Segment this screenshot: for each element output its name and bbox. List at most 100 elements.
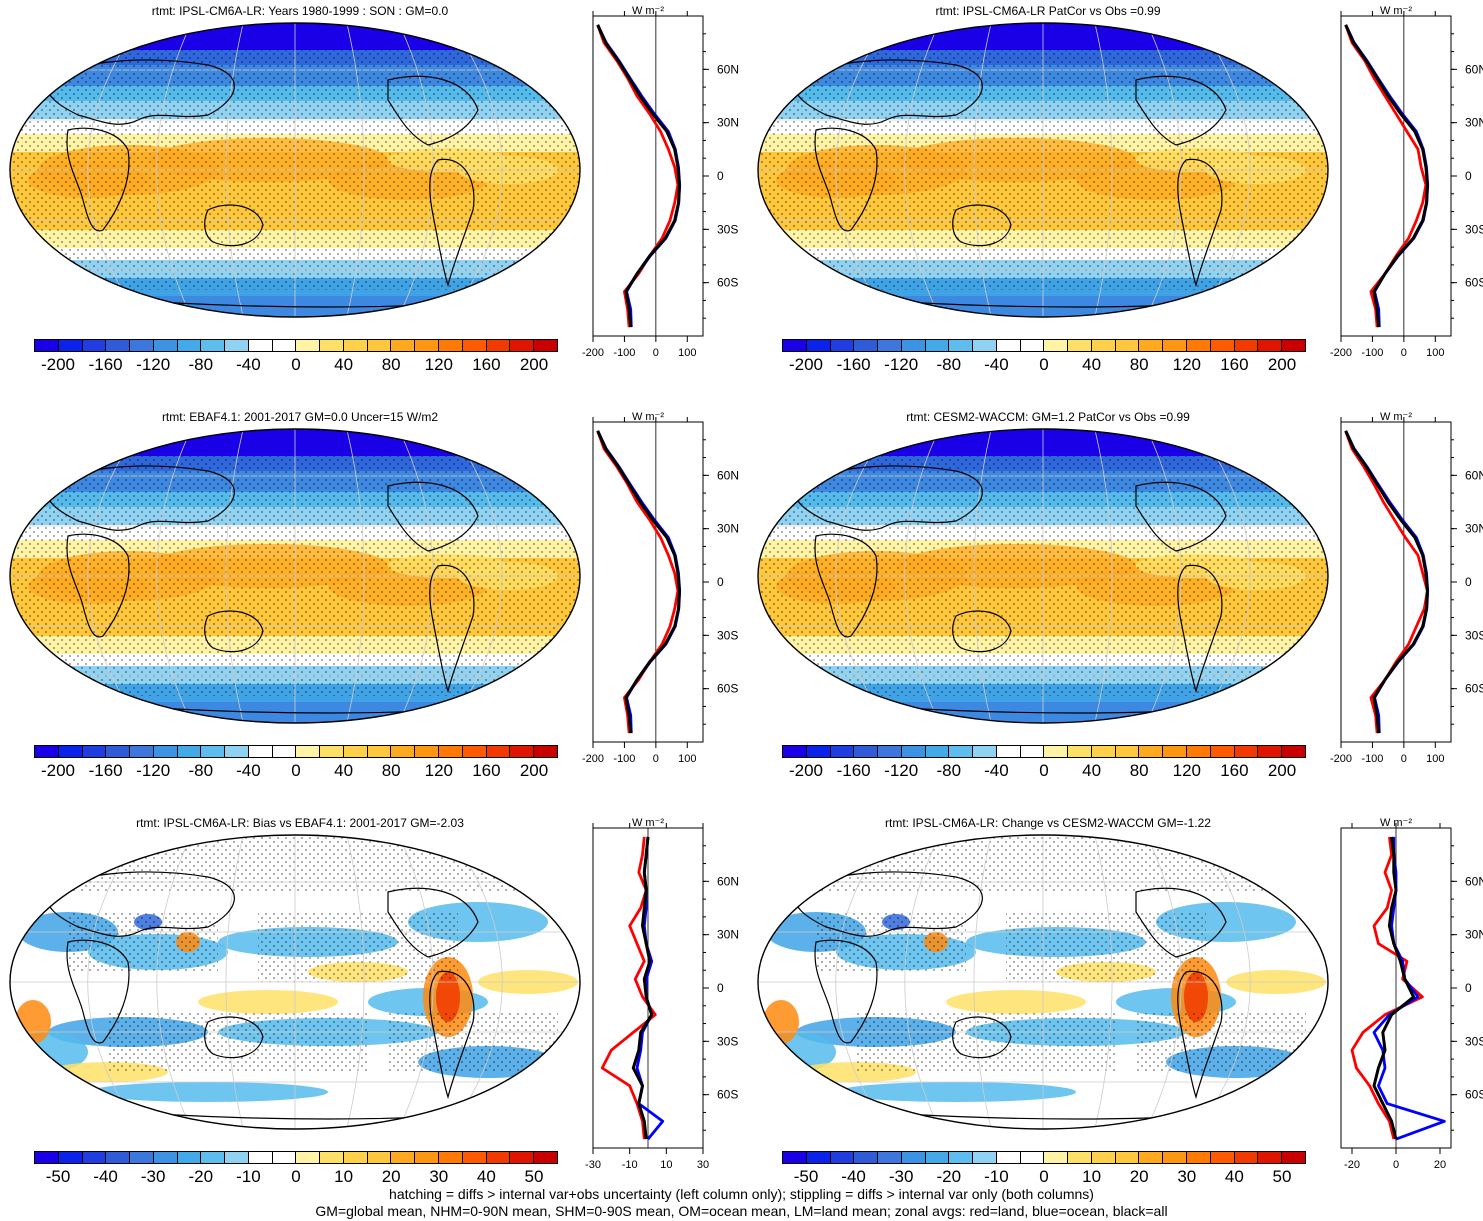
colorbar-swatch (367, 746, 392, 757)
coastline (429, 564, 475, 694)
colorbar-label: -120 (136, 355, 171, 374)
zonal-lat-label: 60S (1465, 682, 1483, 696)
colorbar-swatch (1115, 746, 1140, 757)
colorbar-label: -20 (188, 1167, 214, 1186)
colorbar-label: 200 (1267, 761, 1297, 780)
colorbar-label: -200 (788, 355, 824, 374)
zonal-frame (592, 421, 704, 743)
colorbar-swatch (1115, 340, 1140, 351)
colorbar-label: -80 (188, 355, 214, 374)
zonal-all-line (1344, 24, 1429, 328)
zonal-lat-label: 30S (1465, 628, 1483, 642)
zonal-x-tick: -200 (1330, 347, 1352, 359)
zonal-lat-label: 0 (717, 575, 724, 589)
colorbar-swatch (439, 746, 463, 757)
colorbar-label: 40 (1224, 1167, 1244, 1186)
map-border (757, 428, 1329, 724)
colorbar-label: 200 (519, 355, 549, 374)
map-panel (756, 832, 1330, 1132)
colorbar-label: 30 (1177, 1167, 1197, 1186)
zonal-x-tick: -10 (622, 1159, 638, 1171)
zonal-lat-label: 0 (1465, 575, 1472, 589)
colorbar-swatch (35, 1152, 59, 1163)
map-panel (8, 20, 582, 320)
colorbar-label: -20 (936, 1167, 962, 1186)
colorbar-swatch (391, 340, 416, 351)
colorbar-swatch (1282, 746, 1305, 757)
panel-title: rtmt: CESM2-WACCM: GM=1.2 PatCor vs Obs … (906, 410, 1190, 424)
colorbar-swatch (58, 1152, 83, 1163)
zonal-mean-panel: W m⁻² -200 -100 0 100 60N 30N 0 30S 60S (582, 4, 739, 364)
colorbar-swatch (486, 340, 511, 351)
colorbar-swatch (1234, 746, 1259, 757)
colorbar-swatch (106, 746, 131, 757)
zonal-mean-panel: W m⁻² -200 -100 0 100 60N 30N 0 30S 60S (1330, 4, 1483, 364)
colorbar-swatch (806, 746, 831, 757)
zonal-lat-label: 0 (717, 169, 724, 183)
panel-title: rtmt: EBAF4.1: 2001-2017 GM=0.0 Uncer=15… (161, 410, 439, 424)
colorbar-swatch (973, 1152, 997, 1163)
map-panel (756, 426, 1330, 726)
colorbar-label: 10 (1082, 1167, 1102, 1186)
zonal-x-tick: -100 (1361, 347, 1383, 359)
zonal-x-tick: 0 (653, 753, 659, 765)
zonal-lat-label: 0 (717, 981, 724, 995)
colorbar-swatch (391, 1152, 416, 1163)
zonal-all-line (1344, 430, 1429, 734)
colorbar-label: 0 (1039, 761, 1049, 780)
colorbar-swatch (1091, 746, 1116, 757)
zonal-x-tick: 100 (678, 347, 696, 359)
colorbar-swatch (783, 1152, 807, 1163)
colorbar-swatch (486, 746, 511, 757)
colorbar-swatch (996, 1152, 1021, 1163)
colorbar-swatch (1258, 746, 1283, 757)
colorbar-swatch (343, 746, 368, 757)
colorbar-swatch (1187, 1152, 1211, 1163)
zonal-x-tick: 100 (1426, 347, 1444, 359)
colorbar-label: -30 (140, 1167, 166, 1186)
colorbar-swatch (949, 340, 974, 351)
colorbar-label: 120 (1172, 355, 1201, 374)
colorbar-swatch (901, 1152, 926, 1163)
colorbar-swatch (949, 746, 974, 757)
colorbar: -200 -160 -120 -80 -40 0 40 80 120 160 200 (782, 745, 1306, 781)
colorbar-swatch (130, 340, 154, 351)
colorbar-swatch (35, 746, 59, 757)
colorbar-label: 200 (519, 761, 549, 780)
zonal-lat-label: 60N (717, 874, 739, 888)
colorbar-swatch (82, 1152, 107, 1163)
colorbar-swatch (973, 340, 997, 351)
colorbar-label: -50 (793, 1167, 819, 1186)
coastline (952, 1016, 1012, 1059)
colorbar-swatch (248, 1152, 273, 1163)
coastline (429, 970, 475, 1100)
coastline (814, 939, 878, 1044)
colorbar-swatch (272, 340, 297, 351)
colorbar-swatch (783, 746, 807, 757)
colorbar-swatch (130, 746, 154, 757)
zonal-lat-label: 30S (717, 1034, 738, 1048)
colorbar-label: 0 (1039, 1167, 1049, 1186)
colorbar-label: 40 (334, 761, 354, 780)
colorbar-label: 50 (1272, 1167, 1292, 1186)
colorbar-swatch (925, 746, 950, 757)
colorbar-swatch (1091, 1152, 1116, 1163)
coastline (814, 533, 878, 638)
zonal-lat-label: 30N (717, 522, 739, 536)
colorbar-swatch (973, 746, 997, 757)
colorbar-swatch (177, 746, 202, 757)
colorbar-swatch (783, 340, 807, 351)
colorbar-swatch (1187, 746, 1211, 757)
colorbar-label: -160 (88, 761, 123, 780)
colorbar-swatch (1187, 340, 1211, 351)
colorbar-swatch (1210, 746, 1235, 757)
colorbar-swatch (320, 340, 344, 351)
colorbar-swatch (1234, 340, 1259, 351)
colorbar-swatch (225, 340, 249, 351)
zonal-lat-label: 60S (1465, 1088, 1483, 1102)
colorbar-swatch (415, 340, 440, 351)
colorbar-swatch (58, 340, 83, 351)
coastline (794, 59, 983, 125)
zonal-mean-panel: W m⁻² -20 0 20 60N 30N 0 30S 60S (1335, 816, 1483, 1176)
zonal-all-line (631, 836, 654, 1140)
